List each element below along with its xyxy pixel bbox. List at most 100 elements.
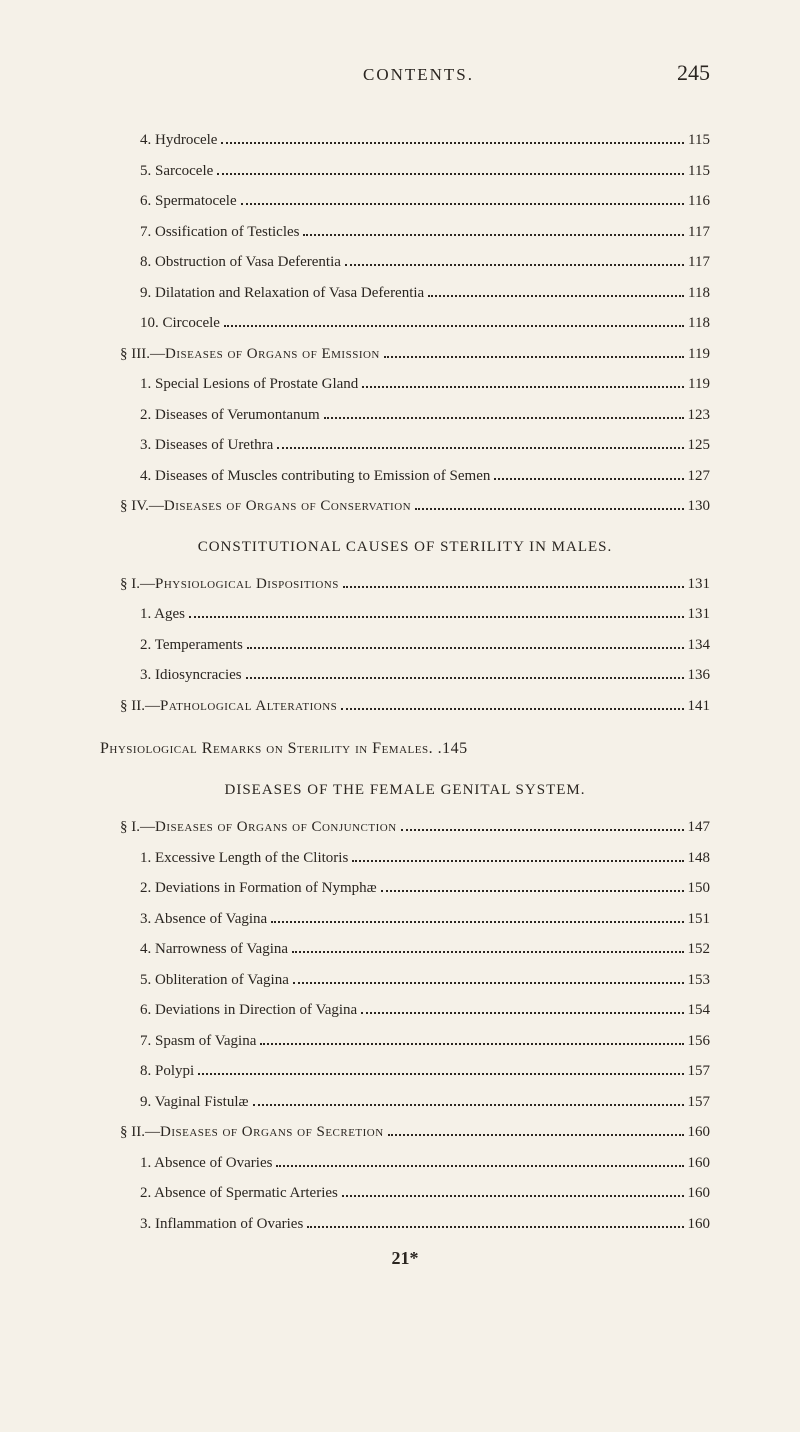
entry-page: 157 — [688, 1057, 711, 1086]
toc-entry: 6. Deviations in Direction of Vagina154 — [100, 996, 710, 1025]
toc-entry: 8. Polypi 157 — [100, 1057, 710, 1086]
entry-label-caps: Pathological Alterations — [160, 698, 337, 714]
entry-page: 130 — [688, 492, 711, 521]
leader-dots — [352, 860, 683, 862]
leader-dots — [384, 356, 684, 358]
entry-label: § II.—Pathological Alterations — [120, 692, 337, 721]
toc-entry: 3. Inflammation of Ovaries 160 — [100, 1210, 710, 1239]
toc-block: § I.—Physiological Dispositions1311. Age… — [100, 570, 710, 721]
leader-dots — [307, 1226, 683, 1228]
leader-dots — [345, 264, 684, 266]
leader-dots — [428, 295, 684, 297]
leader-dots — [189, 616, 684, 618]
entry-page: 117 — [688, 248, 710, 277]
toc-entry: 2. Deviations in Formation of Nymphæ150 — [100, 874, 710, 903]
section-heading-diseases-female: DISEASES OF THE FEMALE GENITAL SYSTEM. — [100, 782, 710, 799]
entry-label: 1. Ages — [140, 600, 185, 629]
toc-entry: § IV.—Diseases of Organs of Conservation… — [100, 492, 710, 521]
leader-dots — [246, 677, 684, 679]
entry-label: 2. Temperaments — [140, 631, 243, 660]
entry-label-caps: Diseases of Organs of Secretion — [160, 1124, 384, 1140]
leader-dots — [381, 890, 684, 892]
leader-dots — [324, 417, 684, 419]
toc-entry: § II.—Diseases of Organs of Secretion160 — [100, 1118, 710, 1147]
section-mark: § III.— — [120, 346, 165, 362]
toc-block: 4. Hydrocele1155. Sarcocele1156. Spermat… — [100, 126, 710, 521]
entry-label-caps: Diseases of Organs of Conjunction — [155, 819, 397, 835]
entry-page: 160 — [688, 1149, 711, 1178]
toc-entry: § I.—Physiological Dispositions131 — [100, 570, 710, 599]
toc-entry: 2. Absence of Spermatic Arteries160 — [100, 1179, 710, 1208]
leader-dots — [303, 234, 684, 236]
toc-entry: 1. Special Lesions of Prostate Gland119 — [100, 370, 710, 399]
leader-dots — [260, 1043, 683, 1045]
toc-entry: 5. Obliteration of Vagina153 — [100, 966, 710, 995]
toc-entry: § III.—Diseases of Organs of Emission119 — [100, 340, 710, 369]
entry-label-caps: Diseases of Organs of Conservation — [164, 498, 411, 514]
leader-dots — [415, 508, 683, 510]
leader-dots — [362, 386, 684, 388]
entry-page: 160 — [688, 1118, 711, 1147]
entry-label: 3. Absence of Vagina — [140, 905, 267, 934]
toc-entry: § II.—Pathological Alterations 141 — [100, 692, 710, 721]
entry-page: 160 — [688, 1210, 711, 1239]
entry-label: 3. Diseases of Urethra — [140, 431, 273, 460]
leader-dots — [494, 478, 683, 480]
entry-page: 157 — [688, 1088, 711, 1117]
entry-label: 9. Vaginal Fistulæ — [140, 1088, 249, 1117]
entry-page: 118 — [688, 279, 710, 308]
toc-entry: 2. Diseases of Verumontanum123 — [100, 401, 710, 430]
entry-page: 115 — [688, 157, 710, 186]
entry-page: 134 — [688, 631, 711, 660]
toc-entry: 9. Dilatation and Relaxation of Vasa Def… — [100, 279, 710, 308]
entry-label: 7. Ossification of Testicles — [140, 218, 299, 247]
entry-page: 148 — [688, 844, 711, 873]
section-mark: § II.— — [120, 698, 160, 714]
entry-page: 152 — [688, 935, 711, 964]
entry-label: 8. Polypi — [140, 1057, 194, 1086]
toc-entry: 4. Hydrocele115 — [100, 126, 710, 155]
entry-page: 127 — [688, 462, 711, 491]
chapter-label: Physiological Remarks on Sterility in Fe… — [100, 734, 429, 764]
leader-dots — [271, 921, 683, 923]
entry-label: 6. Deviations in Direction of Vagina — [140, 996, 357, 1025]
entry-label: 4. Diseases of Muscles contributing to E… — [140, 462, 490, 491]
leader-dots — [217, 173, 684, 175]
toc-entry: 1. Excessive Length of the Clitoris 148 — [100, 844, 710, 873]
section-mark: § I.— — [120, 819, 155, 835]
entry-label: 1. Special Lesions of Prostate Gland — [140, 370, 358, 399]
entry-page: 160 — [688, 1179, 711, 1208]
toc-entry: 5. Sarcocele 115 — [100, 157, 710, 186]
entry-label: 1. Absence of Ovaries — [140, 1149, 272, 1178]
leader-dots — [292, 951, 683, 953]
toc-entry: 8. Obstruction of Vasa Deferentia117 — [100, 248, 710, 277]
entry-label: 4. Hydrocele — [140, 126, 217, 155]
entry-label-caps: Physiological Dispositions — [155, 576, 339, 592]
toc-entry: 2. Temperaments 134 — [100, 631, 710, 660]
entry-label: 1. Excessive Length of the Clitoris — [140, 844, 348, 873]
entry-label: 7. Spasm of Vagina — [140, 1027, 256, 1056]
entry-label: 3. Inflammation of Ovaries — [140, 1210, 303, 1239]
entry-label: § I.—Physiological Dispositions — [120, 570, 339, 599]
header-title: CONTENTS. — [160, 65, 677, 85]
entry-page: 147 — [688, 813, 711, 842]
section-mark: § I.— — [120, 576, 155, 592]
signature-mark: 21* — [100, 1248, 710, 1269]
chapter-dots: . . — [429, 734, 443, 764]
entry-page: 119 — [688, 340, 710, 369]
entry-page: 116 — [688, 187, 710, 216]
entry-page: 117 — [688, 218, 710, 247]
chapter-page: 145 — [442, 734, 468, 764]
toc-entry: 4. Narrowness of Vagina152 — [100, 935, 710, 964]
section-mark: § IV.— — [120, 498, 164, 514]
leader-dots — [221, 142, 684, 144]
entry-page: 141 — [688, 692, 711, 721]
entry-label: § IV.—Diseases of Organs of Conservation — [120, 492, 411, 521]
leader-dots — [253, 1104, 684, 1106]
entry-label: § I.—Diseases of Organs of Conjunction — [120, 813, 397, 842]
toc-entry: 3. Idiosyncracies136 — [100, 661, 710, 690]
entry-label: 5. Sarcocele — [140, 157, 213, 186]
leader-dots — [342, 1195, 684, 1197]
toc-entry: 7. Spasm of Vagina156 — [100, 1027, 710, 1056]
chapter-heading-physiological: Physiological Remarks on Sterility in Fe… — [100, 734, 710, 764]
